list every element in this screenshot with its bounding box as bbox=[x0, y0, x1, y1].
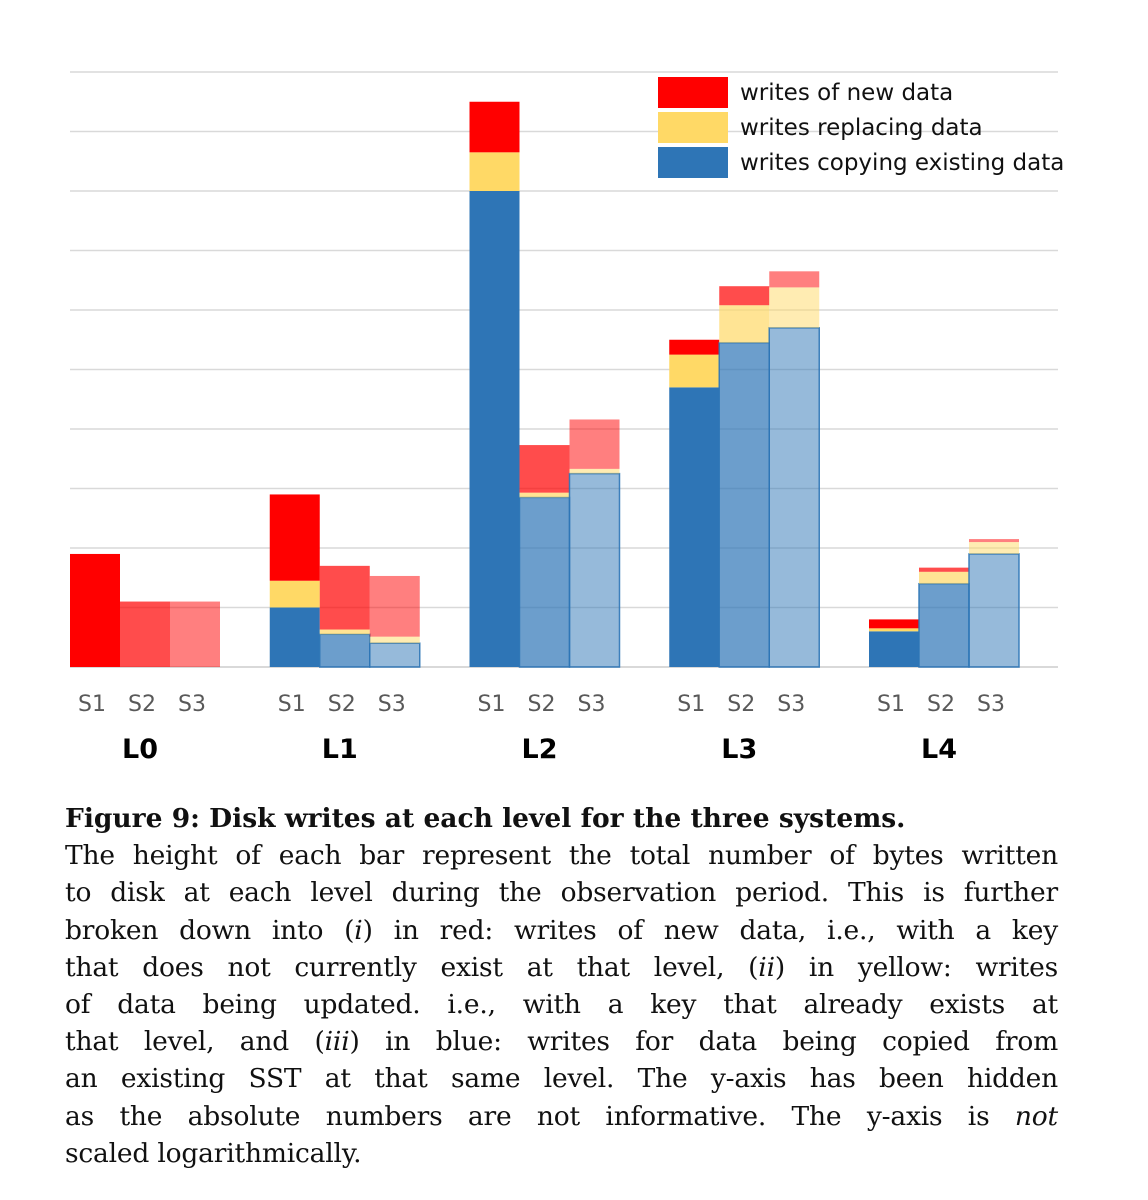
x-tick-label-l4-s1: S1 bbox=[877, 692, 905, 717]
bar-l2-s1-copy bbox=[469, 191, 520, 667]
x-tick-label-l3-s2: S2 bbox=[727, 692, 755, 717]
x-tick-label-l0-s2: S2 bbox=[128, 692, 156, 717]
bar-l2-s1-replace bbox=[469, 152, 520, 191]
group-label-l3: L3 bbox=[721, 734, 757, 765]
bar-l4-s2-replace bbox=[919, 571, 969, 584]
group-label-l2: L2 bbox=[522, 734, 558, 765]
legend-item-copying-data: writes copying existing data bbox=[658, 145, 1078, 180]
legend-swatch-new-data bbox=[658, 77, 728, 108]
bar-l4-s3-replace bbox=[969, 542, 1019, 554]
caption-line: scaled logarithmically. bbox=[65, 1137, 362, 1169]
legend-label-new-data: writes of new data bbox=[740, 79, 954, 106]
caption-line: of data being updated. i.e., with a key … bbox=[65, 989, 1058, 1021]
caption-line: as the absolute numbers are not informat… bbox=[65, 1100, 1058, 1132]
bar-l3-s1-replace bbox=[669, 354, 720, 388]
legend-label-replacing-data: writes replacing data bbox=[740, 114, 983, 141]
bar-l3-s2-replace bbox=[719, 305, 770, 343]
x-tick-label-l1-s3: S3 bbox=[378, 692, 406, 717]
bar-l0-s2-new bbox=[120, 601, 170, 667]
bar-l1-s3-new bbox=[369, 575, 420, 637]
bar-l0-s3-new bbox=[170, 601, 220, 667]
group-label-l1: L1 bbox=[322, 734, 358, 765]
bar-l2-s2-replace bbox=[519, 492, 570, 498]
bar-l3-s2-new bbox=[719, 286, 770, 306]
caption-line: to disk at each level during the observa… bbox=[65, 877, 1058, 909]
x-tick-label-l3-s3: S3 bbox=[777, 692, 805, 717]
bar-l0-s1-new bbox=[70, 553, 120, 667]
x-tick-label-l3-s1: S1 bbox=[677, 692, 705, 717]
group-label-l4: L4 bbox=[921, 734, 957, 765]
figure-caption: Figure 9: Disk writes at each level for … bbox=[65, 800, 1058, 1172]
caption-line: an existing SST at that same level. The … bbox=[65, 1063, 1058, 1095]
x-tick-label-l0-s1: S1 bbox=[78, 692, 106, 717]
bar-l3-s2-copy bbox=[718, 341, 770, 668]
bar-l3-s3-copy bbox=[768, 327, 820, 668]
bar-l2-s3-copy bbox=[568, 472, 621, 668]
bar-l1-s1-replace bbox=[269, 580, 320, 608]
caption-line: that does not currently exist at that le… bbox=[65, 951, 1058, 983]
chart-area: S1 S2 S3 L0 S1 S2 S3 L1 S1 S2 S3 L2 S1 S2 S3 L3 S1 S2 S3 L4… bbox=[70, 71, 1078, 765]
bar-l1-s3-replace bbox=[369, 636, 420, 644]
bar-l2-s3-new bbox=[569, 419, 620, 469]
bar-l3-s1-copy bbox=[669, 387, 720, 667]
bar-l2-s3-replace bbox=[569, 468, 620, 474]
bar-l3-s3-replace bbox=[769, 287, 820, 328]
legend-item-replacing-data: writes replacing data bbox=[658, 110, 1078, 145]
bar-l3-s1-new bbox=[669, 339, 720, 355]
bars bbox=[70, 101, 1020, 668]
caption-line: The height of each bar represent the tot… bbox=[65, 840, 1058, 872]
bar-l2-s2-new bbox=[519, 445, 570, 493]
bar-l1-s1-copy bbox=[269, 607, 320, 667]
bar-l2-s2-copy bbox=[518, 496, 571, 668]
bar-l4-s1-copy bbox=[869, 631, 919, 667]
x-axis-labels: S1 S2 S3 L0 S1 S2 S3 L1 S1 S2 S3 L2 S1 S2 S3 L3 S1 S2 S3 L4 bbox=[78, 692, 1005, 765]
legend-item-new-data: writes of new data bbox=[658, 75, 1078, 110]
caption-title: Figure 9: Disk writes at each level for … bbox=[65, 803, 906, 834]
gridlines bbox=[70, 71, 1058, 668]
bar-l1-s2-new bbox=[319, 565, 370, 630]
x-tick-label-l2-s3: S3 bbox=[578, 692, 606, 717]
x-tick-label-l1-s1: S1 bbox=[278, 692, 306, 717]
legend-label-copying-data: writes copying existing data bbox=[740, 149, 1065, 176]
bar-l1-s2-replace bbox=[319, 629, 370, 635]
caption-line: broken down into (i) in red: writes of n… bbox=[65, 914, 1058, 946]
bar-l4-s3-copy bbox=[968, 553, 1020, 668]
bar-l4-s3-new bbox=[969, 539, 1019, 543]
bar-l4-s2-copy bbox=[918, 582, 970, 668]
group-label-l0: L0 bbox=[122, 734, 158, 765]
caption-line: that level, and (iii) in blue: writes fo… bbox=[65, 1026, 1058, 1058]
bar-l2-s1-new bbox=[469, 101, 520, 153]
bar-l4-s1-replace bbox=[869, 628, 919, 632]
bar-l1-s3-copy bbox=[369, 642, 421, 668]
x-tick-label-l2-s2: S2 bbox=[528, 692, 556, 717]
x-tick-label-l0-s3: S3 bbox=[178, 692, 206, 717]
bar-l1-s2-copy bbox=[319, 633, 371, 668]
bar-l3-s3-new bbox=[769, 271, 820, 288]
legend-swatch-copying-data bbox=[658, 147, 728, 178]
x-tick-label-l2-s1: S1 bbox=[478, 692, 506, 717]
bar-l4-s1-new bbox=[869, 619, 919, 629]
x-tick-label-l1-s2: S2 bbox=[328, 692, 356, 717]
legend: writes of new data writes replacing data… bbox=[658, 75, 1078, 180]
stacked-bar-chart: S1 S2 S3 L0 S1 S2 S3 L1 S1 S2 S3 L2 S1 S2 S3 L3 S1 S2 S3 L4 bbox=[70, 71, 1058, 765]
x-tick-label-l4-s3: S3 bbox=[977, 692, 1005, 717]
bar-l4-s2-new bbox=[919, 567, 969, 572]
bar-l1-s1-new bbox=[269, 494, 320, 581]
legend-swatch-replacing-data bbox=[658, 112, 728, 143]
x-tick-label-l4-s2: S2 bbox=[927, 692, 955, 717]
